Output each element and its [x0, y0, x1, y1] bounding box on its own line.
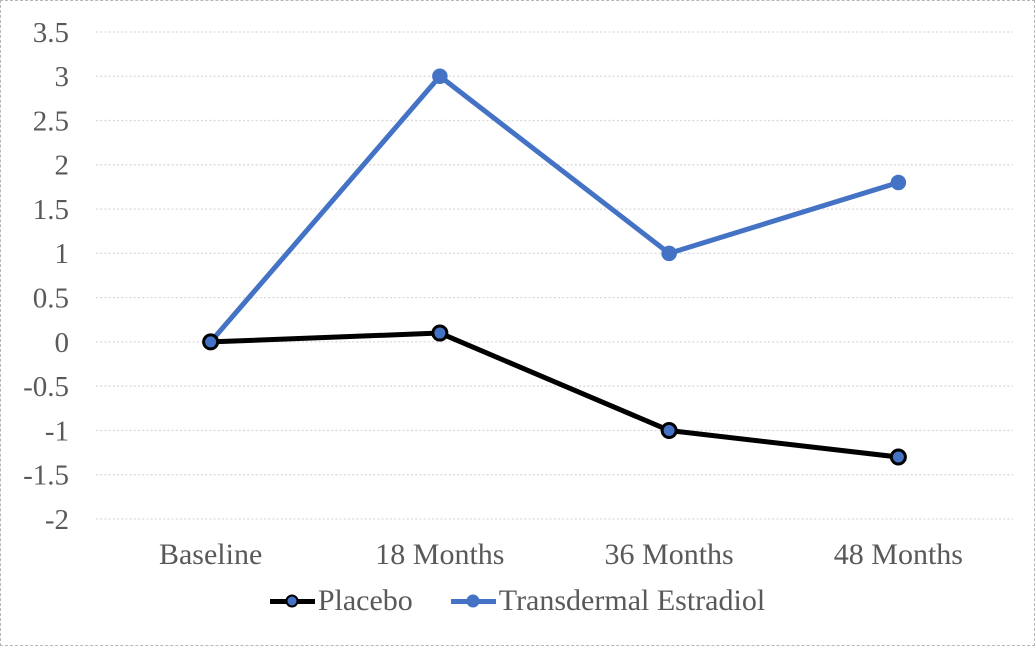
legend-item-placebo: Placebo: [269, 584, 413, 617]
y-tick-label: -1: [45, 415, 69, 447]
x-axis-label: 48 Months: [834, 538, 963, 571]
y-tick-label: 2: [55, 150, 70, 182]
chart-legend: Placebo Transdermal Estradiol: [1, 586, 1034, 616]
data-point-marker-placebo: [889, 448, 907, 466]
y-tick-label: 0: [55, 327, 70, 359]
series-line-placebo: [208, 330, 901, 460]
data-point-marker-placebo: [660, 421, 678, 439]
x-axis-label: 36 Months: [605, 538, 734, 571]
y-tick-label: 3: [55, 61, 70, 93]
y-tick-label: 2.5: [33, 105, 69, 137]
y-tick-label: -0.5: [23, 371, 69, 403]
legend-line-sample-transdermal-estradiol: [450, 594, 496, 608]
data-point-marker-placebo: [431, 324, 449, 342]
data-point-marker-transdermal-estradiol: [432, 68, 448, 85]
data-point-marker-transdermal-estradiol: [890, 174, 907, 191]
legend-line-sample-placebo: [269, 594, 315, 608]
series-line-transdermal-estradiol: [208, 73, 901, 345]
x-axis-label: Baseline: [159, 538, 262, 571]
y-tick-label: -1.5: [23, 460, 69, 492]
legend-label-placebo: Placebo: [317, 584, 413, 617]
legend-marker-placebo: [285, 594, 299, 608]
legend-item-transdermal-estradiol: Transdermal Estradiol: [450, 584, 766, 617]
y-tick-label: 3.5: [33, 17, 69, 49]
y-tick-label: 0.5: [33, 282, 69, 314]
x-axis-label: 18 Months: [375, 538, 504, 571]
legend-marker-transdermal-estradiol: [466, 594, 480, 608]
y-tick-label: 1: [55, 238, 70, 270]
y-tick-label: -2: [45, 504, 69, 536]
y-tick-label: 1.5: [33, 194, 69, 226]
legend-label-transdermal-estradiol: Transdermal Estradiol: [498, 584, 766, 617]
data-point-marker-transdermal-estradiol: [661, 245, 677, 262]
data-point-marker-placebo: [202, 333, 220, 351]
